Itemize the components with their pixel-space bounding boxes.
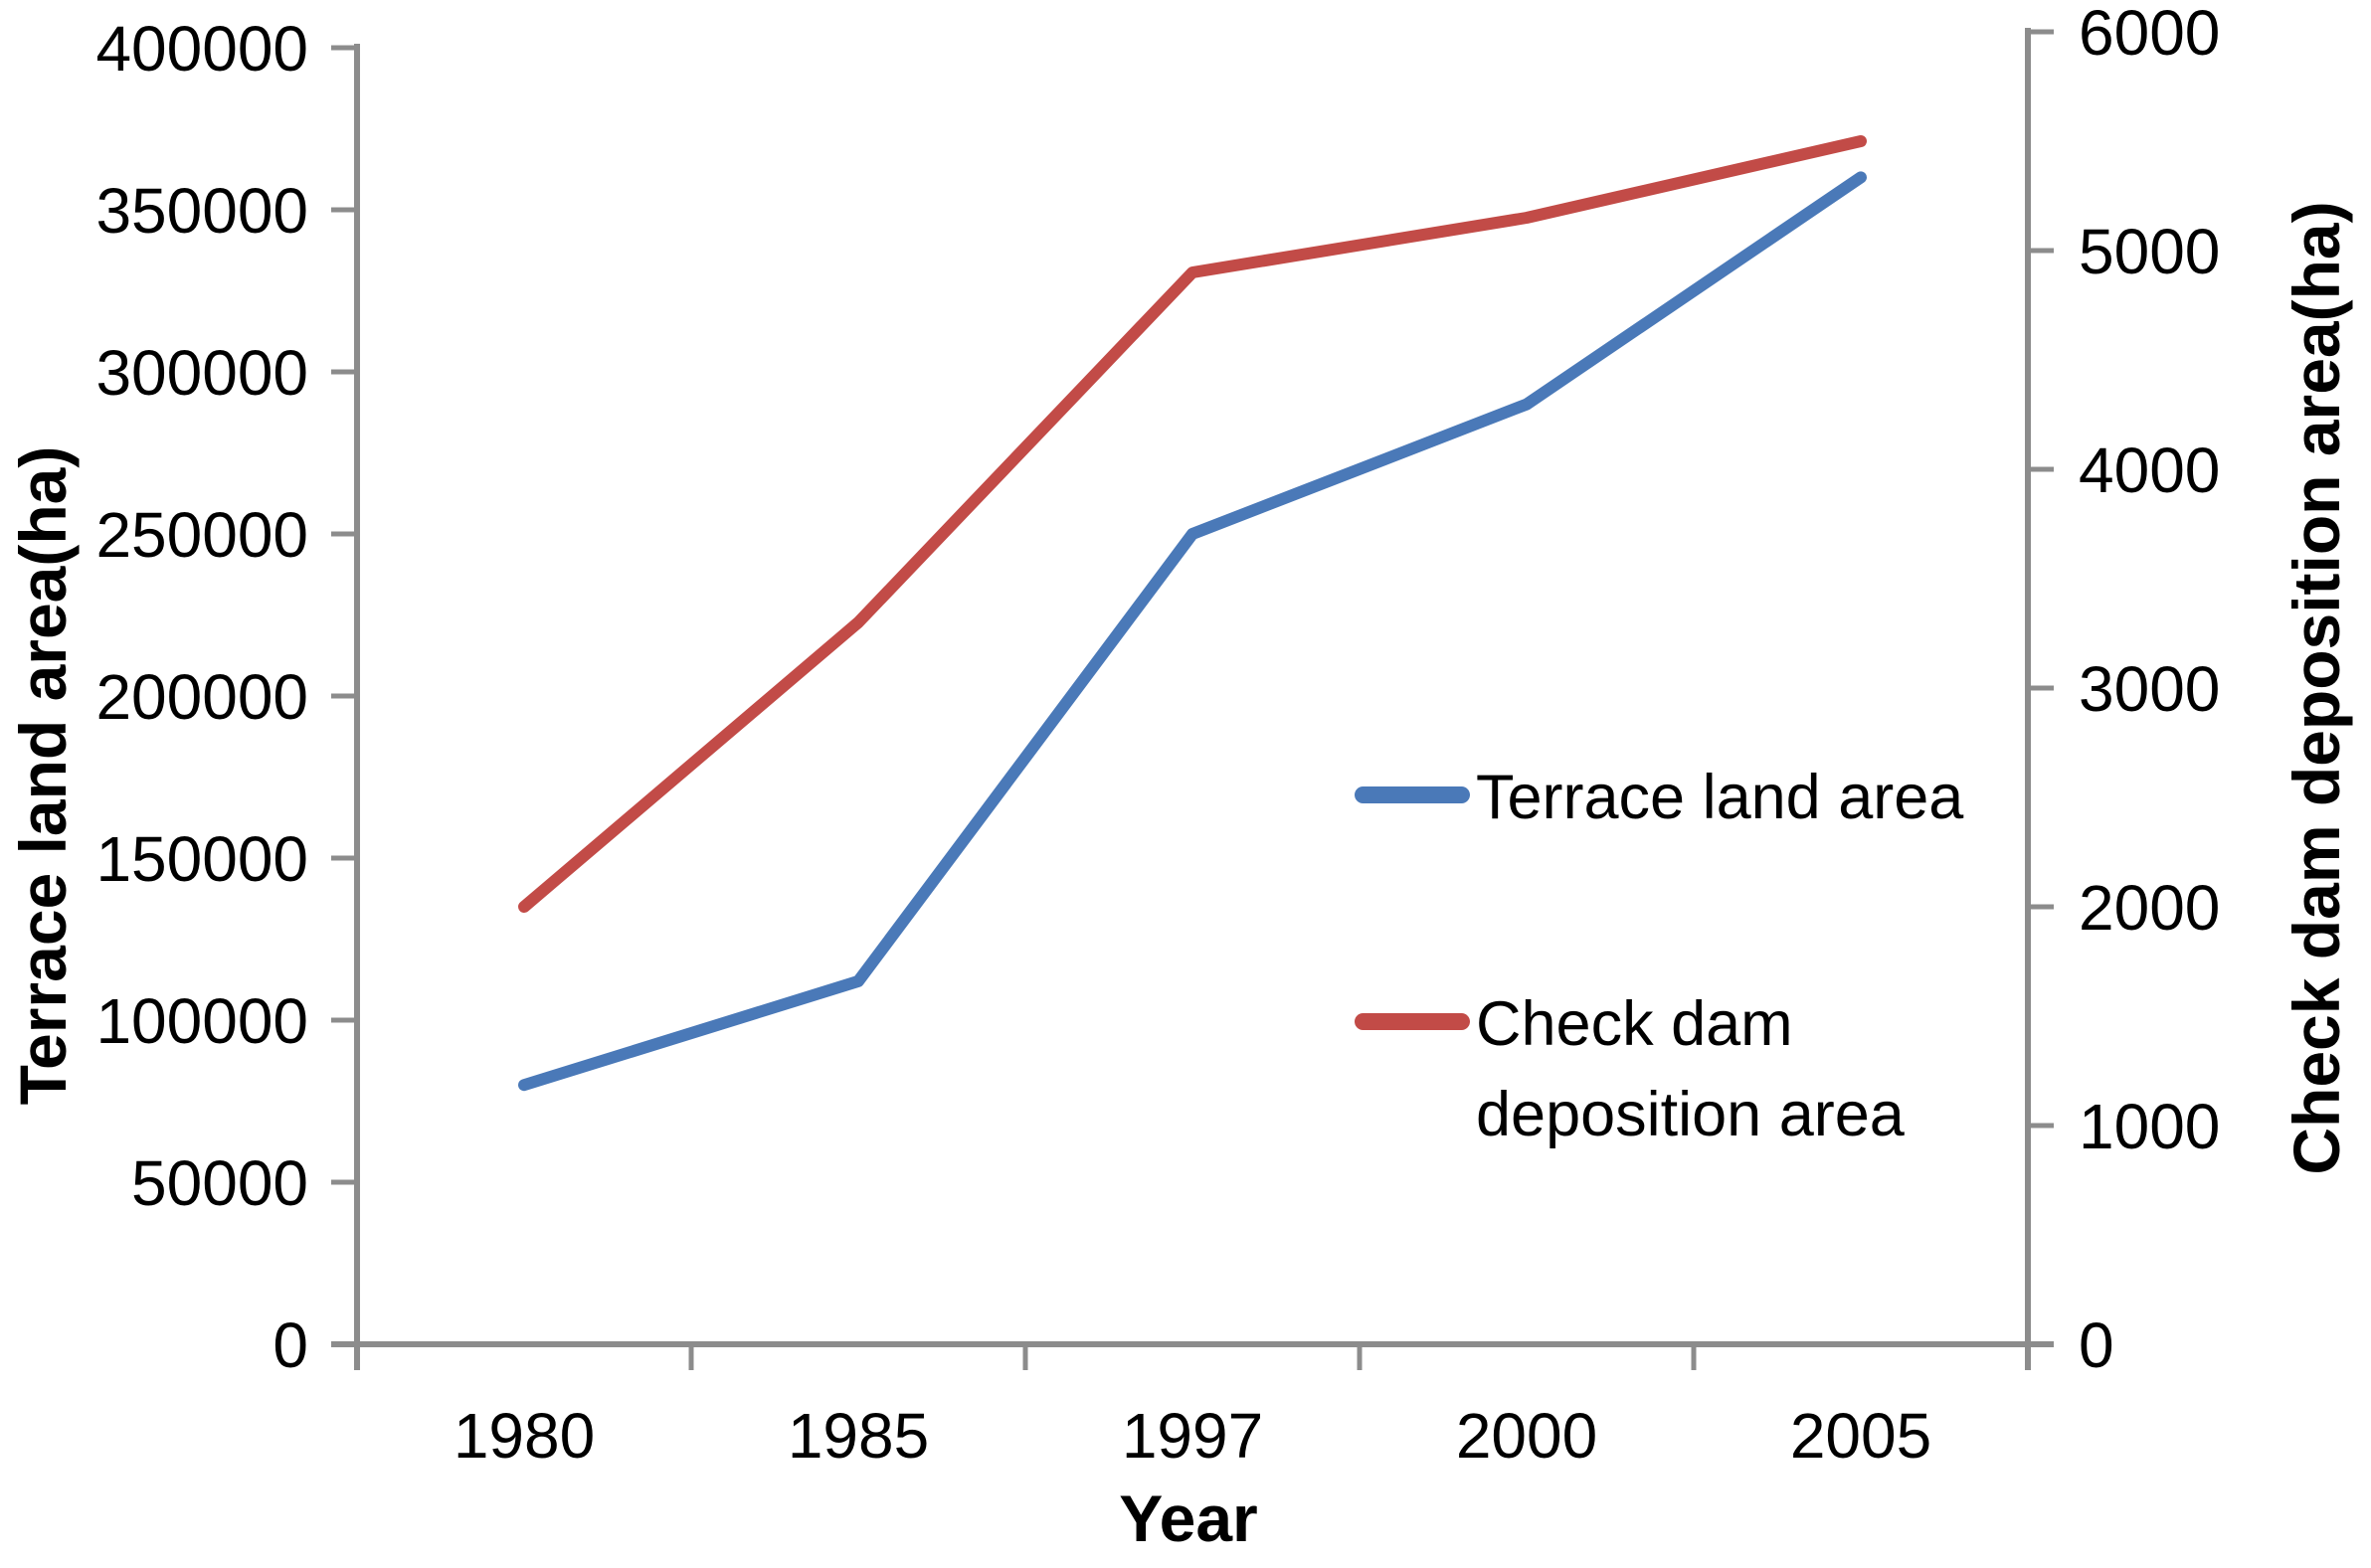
legend-label-terrace: Terrace land area bbox=[1476, 763, 1964, 832]
right-axis-tick-label: 4000 bbox=[2079, 435, 2220, 506]
x-axis-title: Year bbox=[1119, 1481, 1257, 1555]
data-line-check-dam-deposition-area bbox=[518, 135, 1867, 913]
data-line-terrace-land-area bbox=[518, 171, 1867, 1092]
x-axis-tick-label: 2005 bbox=[1790, 1400, 1931, 1472]
right-axis-tick-label: 6000 bbox=[2079, 0, 2220, 69]
x-axis-tick-label: 2000 bbox=[1456, 1400, 1597, 1472]
left-axis-tick-label: 150000 bbox=[95, 823, 308, 895]
left-axis-tick-label: 200000 bbox=[95, 661, 308, 733]
right-axis-tick-label: 5000 bbox=[2079, 216, 2220, 287]
right-axis-tick-label: 3000 bbox=[2079, 653, 2220, 725]
left-axis-tick-label: 250000 bbox=[95, 499, 308, 571]
x-axis-tick-label: 1997 bbox=[1122, 1400, 1263, 1472]
left-axis-tick-label: 400000 bbox=[95, 13, 308, 85]
left-axis-tick-label: 350000 bbox=[95, 175, 308, 247]
chart-generated-layer: 0500001000001500002000002500003000003500… bbox=[95, 0, 2220, 1472]
right-axis-tick-label: 1000 bbox=[2079, 1091, 2220, 1162]
x-axis-tick-label: 1985 bbox=[788, 1400, 929, 1472]
legend-label-check-dam: Check dam deposition area bbox=[1476, 989, 1905, 1149]
legend-entry-check-dam: Check dam deposition area bbox=[1355, 979, 2033, 1160]
left-axis-tick-label: 50000 bbox=[131, 1147, 308, 1219]
left-axis-tick-label: 100000 bbox=[95, 985, 308, 1057]
x-axis-tick-label: 1980 bbox=[454, 1400, 595, 1472]
right-axis-tick-label: 2000 bbox=[2079, 872, 2220, 944]
left-axis-tick-label: 0 bbox=[273, 1309, 308, 1381]
right-axis-title: Check dam deposition area(ha) bbox=[2280, 201, 2353, 1174]
left-axis-tick-label: 300000 bbox=[95, 337, 308, 409]
legend-entry-terrace-land-area: Terrace land area bbox=[1355, 753, 1963, 843]
right-axis-tick-label: 0 bbox=[2079, 1309, 2114, 1381]
left-axis-title: Terrace land area(ha) bbox=[6, 446, 80, 1106]
legend-swatch-check-dam-line bbox=[1355, 1013, 1470, 1030]
legend-swatch-terrace-line bbox=[1355, 786, 1470, 803]
